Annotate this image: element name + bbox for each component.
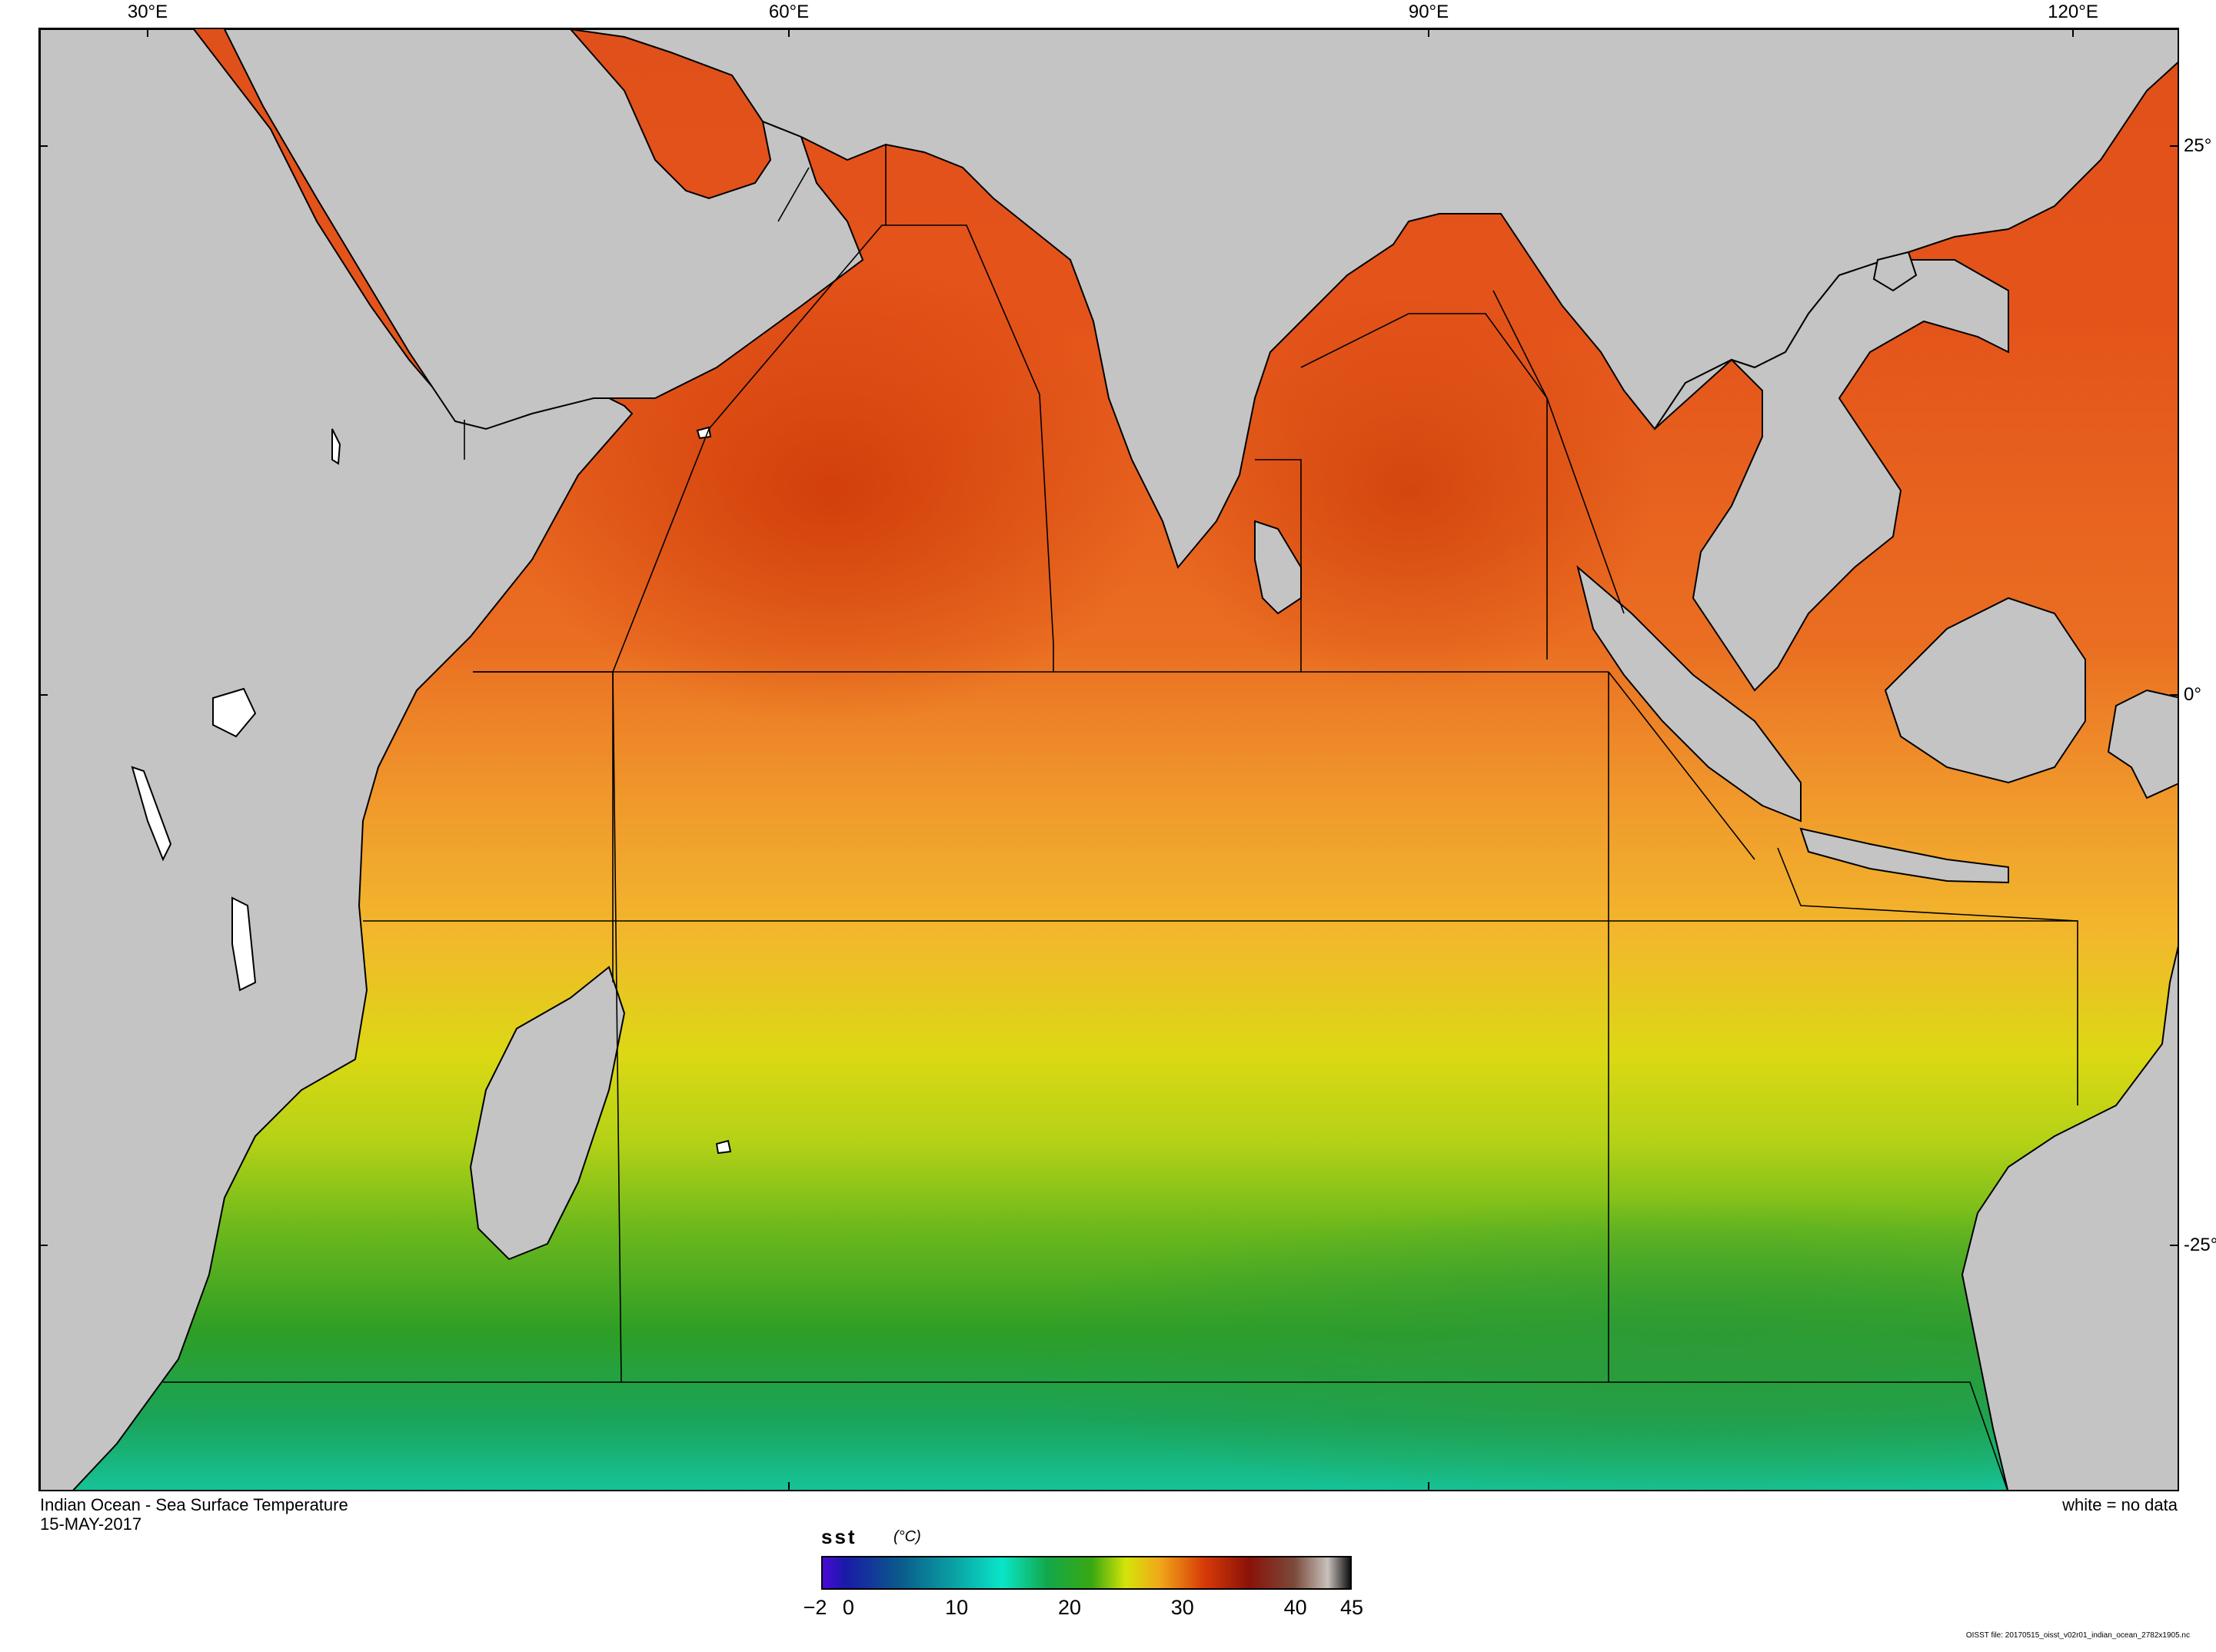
persian-gulf-boundary xyxy=(777,167,810,222)
lat-label-0: 0° xyxy=(2184,684,2201,705)
africa-landmass xyxy=(40,29,634,1490)
lat-tick-25s-left xyxy=(38,1245,48,1246)
lat-tick-25n-right xyxy=(2170,145,2179,147)
madagascar xyxy=(469,966,626,1261)
no-data-mauritius xyxy=(715,1139,732,1155)
colorbar-tick-label: 45 xyxy=(1339,1596,1364,1619)
lon-label-60e: 60°E xyxy=(768,2,810,22)
sumatra-shelf-line xyxy=(1608,671,1755,860)
no-data-areas xyxy=(131,426,732,1155)
java xyxy=(1799,827,2009,884)
lat-label-25n: 25° xyxy=(2184,135,2212,156)
sst-map xyxy=(38,28,2179,1491)
andaman-boundary xyxy=(1492,290,1625,614)
lat-tick-25n-left xyxy=(38,145,48,147)
lon-label-120e: 120°E xyxy=(2048,2,2098,22)
colorbar-tick-label: 20 xyxy=(1057,1596,1081,1619)
lon-tick-60e-bottom xyxy=(788,1482,790,1491)
colorbar-variable-name: sst xyxy=(821,1525,857,1548)
sumatra xyxy=(1576,565,1802,823)
lat-label-25s: -25° xyxy=(2184,1235,2216,1255)
lat-tick-25s-right xyxy=(2170,1245,2179,1246)
no-data-lake-victoria xyxy=(212,687,257,738)
bengal-inner-boundary xyxy=(1300,313,1548,660)
sst-map-canvas xyxy=(40,29,2178,1490)
southern-ocean-line xyxy=(163,1381,2008,1490)
no-data-kuwait-island xyxy=(696,426,712,440)
lon-tick-90e-bottom xyxy=(1428,1482,1429,1491)
australia-landmass xyxy=(1961,946,2178,1490)
lon-tick-90e xyxy=(1428,28,1429,37)
bay-of-bengal-boundary xyxy=(1255,459,1302,672)
lon-label-30e: 30°E xyxy=(127,2,168,22)
arabian-inner-boundary xyxy=(612,224,1054,673)
land xyxy=(40,29,2178,1490)
colorbar-tick-label: 10 xyxy=(945,1596,969,1619)
borneo xyxy=(1884,597,2086,784)
indochina-landmass xyxy=(1654,259,2009,692)
central-vertical-line xyxy=(612,671,622,1383)
colorbar-tick-label: 0 xyxy=(842,1596,854,1619)
arabia-landmass xyxy=(223,29,864,430)
map-title: Indian Ocean - Sea Surface Temperature xyxy=(40,1495,348,1514)
lon-tick-60e xyxy=(788,28,790,37)
no-data-lake-turkana xyxy=(331,428,341,465)
colorbar-units: (°C) xyxy=(893,1528,921,1545)
java-sea-line xyxy=(1777,847,2078,922)
no-data-legend: white = no data xyxy=(2062,1495,2178,1514)
hainan-island xyxy=(1872,251,1918,292)
colorbar-gradient xyxy=(821,1556,1352,1590)
map-date: 15-MAY-2017 xyxy=(40,1514,142,1534)
region-boundaries xyxy=(163,145,2078,1490)
sulawesi-islands xyxy=(2107,689,2178,799)
source-file-note: OISST file: 20170515_oisst_v02r01_indian… xyxy=(1965,1631,2190,1640)
lat-tick-0-left xyxy=(38,694,48,696)
colorbar-tick-label: 40 xyxy=(1283,1596,1307,1619)
lon-label-90e: 90°E xyxy=(1408,2,1449,22)
lon-tick-120e xyxy=(2072,28,2074,37)
lat-tick-0-right xyxy=(2170,694,2179,696)
no-data-lake-tanganyika xyxy=(131,766,172,862)
no-data-lake-malawi xyxy=(231,896,257,992)
sri-lanka xyxy=(1254,520,1302,615)
colorbar-tick-label: 30 xyxy=(1170,1596,1194,1619)
lon-tick-30e xyxy=(147,28,148,37)
colorbar-tick-label: −2 xyxy=(803,1596,827,1619)
southeast-cool-band xyxy=(1001,1198,2178,1490)
